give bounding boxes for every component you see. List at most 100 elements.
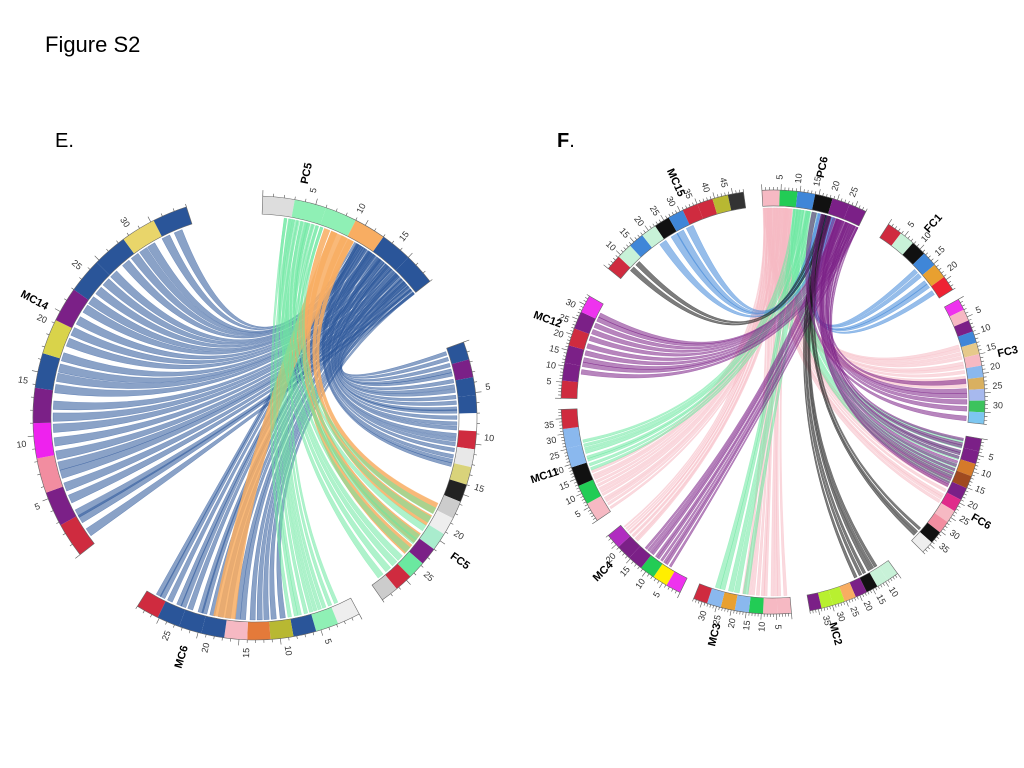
panel-e-mc14-band-4 (33, 388, 53, 423)
panel-f-mc2-tick-4 (888, 580, 890, 583)
panel-f-fc1-tick-17 (939, 268, 941, 270)
panel-f-mc2-tick-28 (824, 608, 825, 611)
panel-f-mc11-tick-17 (571, 473, 574, 474)
panel-f-mc15-tick-15 (645, 226, 649, 231)
panel-f-fc6-tick-21 (958, 506, 961, 507)
panel-f-mc15-tick-label-0: 10 (604, 239, 618, 253)
panel-f-pc6-band-0 (762, 190, 780, 206)
panel-e-mc14-tick-label-3: 20 (35, 312, 48, 325)
panel-f-mc3-band-1 (763, 598, 777, 614)
panel-f-pc6-tick-16 (823, 193, 824, 196)
panel-f-mc15-tick-13 (641, 233, 643, 235)
panel-f-mc15-tick-27 (686, 206, 687, 209)
panel-e-mc6-tick-8 (297, 636, 298, 639)
panel-e-mc14-tick-16 (38, 359, 41, 360)
panel-f-mc11-tick-label-0: 5 (573, 508, 582, 519)
panel-f-mc12-tick-label-1: 10 (545, 359, 556, 370)
panel-f-mc4-tick-15 (626, 559, 630, 563)
panel-f-fc1-tick-1 (892, 224, 894, 226)
panel-f-mc11-tick-20 (565, 465, 571, 467)
panel-f-mc3-tick-18 (737, 611, 738, 614)
panel-f-mc15-tick-20 (661, 215, 664, 220)
panel-f-mc4-tick-label-1: 10 (633, 577, 647, 591)
panel-f-mc2-tick-11 (870, 590, 871, 593)
panel-f-mc12-tick-33 (587, 295, 590, 297)
panel-e-pc5-tick-9 (356, 218, 357, 221)
panel-f-mc15-tick-6 (621, 250, 623, 252)
panel-f-mc15-tick-18 (656, 222, 658, 225)
panel-f-mc2-tick-label-1: 15 (874, 593, 888, 607)
panel-e-mc14-tick-label-1: 10 (16, 439, 27, 450)
panel-f-pc6-tick-15 (819, 189, 820, 195)
panel-f-mc11-tick-19 (569, 468, 572, 469)
panel-f-pc6-tick-27 (862, 207, 863, 210)
panel-e-fc5-band-3 (458, 395, 477, 414)
panel-f-mc15-tick-32 (703, 199, 704, 202)
panel-f-pc6-tick-label-0: 5 (774, 174, 784, 179)
panel-f-mc11-tick-22 (566, 459, 569, 460)
panel-e-mc14-tick-3 (56, 522, 59, 523)
panel-e-fc5-tick-18 (451, 523, 454, 524)
panel-f-mc4-tick-23 (606, 535, 608, 537)
panel-e-pc5-tick-5 (316, 199, 318, 205)
panel-f-mc15-tick-4 (616, 255, 618, 257)
panel-e-mc14-tick-24 (88, 267, 90, 269)
panel-e-mc6-band-3 (269, 619, 293, 640)
panel-e-mc6-tick-23 (173, 625, 174, 628)
panel-e-pc5-tick-14 (400, 248, 402, 250)
panel-f-mc11-tick-11 (578, 491, 581, 492)
panel-f-fc1-tick-22 (951, 285, 954, 287)
panel-f-mc2-tick-15 (860, 595, 862, 600)
panel-e-chromosome-label-mc6: MC6 (173, 644, 191, 670)
panel-f-fc3-band-10 (968, 412, 985, 425)
panel-e-mc6-tick-10 (280, 639, 281, 645)
panel-f-mc12-tick-28 (579, 309, 582, 310)
panel-f-fc3-tick-20 (983, 372, 989, 373)
panel-f-fc3-tick-label-3: 20 (989, 360, 1000, 371)
panel-f-mc4-tick-5 (659, 583, 662, 588)
panel-f-mc11-tick-18 (570, 470, 573, 471)
panel-e-fc5-tick-22 (428, 557, 430, 559)
panel-f-mc15-tick-7 (624, 247, 626, 249)
panel-f-mc2-tick-3 (890, 579, 892, 581)
panel-e-mc6-tick-label-1: 10 (283, 645, 294, 656)
panel-e-mc14-tick-20 (55, 309, 60, 312)
panel-f-mc12-tick-19 (568, 337, 571, 338)
panel-f-pc6-tick-17 (826, 194, 827, 197)
panel-e-pc5-tick-17 (423, 271, 425, 273)
panel-f-pc6-band-1 (779, 190, 797, 207)
panel-e-fc5-tick-5 (476, 392, 482, 393)
panel-f-mc15-tick-37 (721, 193, 722, 196)
panel-e-mc14-tick-28 (127, 233, 129, 235)
panel-e-fc5-tick-label-3: 20 (452, 528, 466, 542)
panel-e-fc5-tick-23 (421, 565, 423, 567)
panel-f-fc6-tick-34 (932, 542, 934, 544)
panel-f-mc11-tick-label-1: 10 (564, 493, 577, 506)
panel-f-mc4-tick-17 (622, 553, 624, 555)
panel-f-mc11-tick-27 (562, 443, 565, 444)
panel-f-mc2-tick-0 (898, 574, 902, 579)
panel-f-mc15-tick-14 (644, 230, 646, 232)
panel-f-mc12-tick-25 (572, 317, 578, 319)
panel-f-fc6-tick-label-5: 30 (948, 528, 962, 542)
panel-f-mc3-tick-27 (710, 605, 711, 608)
panel-e-mc14-tick-4 (51, 511, 54, 512)
panel-f-mc12-tick-17 (566, 343, 569, 344)
panel-f-fc3-tick-0 (958, 296, 963, 299)
panel-f-fc3-tick-10 (974, 333, 980, 335)
panel-e-fc5-tick-16 (460, 504, 463, 505)
panel-e-pc5-tick-7 (336, 209, 337, 212)
panel-f-mc11-tick-16 (572, 476, 575, 477)
panel-f-mc12-tick-29 (581, 306, 584, 307)
panel-f-fc6-tick-32 (937, 537, 939, 539)
panel-f-fc3-tick-5 (967, 314, 972, 316)
panel-e-mc6-tick-1 (352, 618, 353, 621)
panel-f-mc3-tick-19 (734, 610, 735, 613)
panel-f-fc1-tick-20 (946, 276, 951, 279)
panel-f-mc2-tick-23 (838, 604, 839, 607)
panel-f-pc6-band-2 (796, 191, 816, 210)
panel-f-mc4-tick-10 (642, 572, 646, 577)
panel-f-fc3-tick-13 (978, 346, 981, 347)
panel-f-mc15-tick-2 (611, 261, 613, 263)
panel-f-mc15-tick-40 (731, 188, 732, 194)
